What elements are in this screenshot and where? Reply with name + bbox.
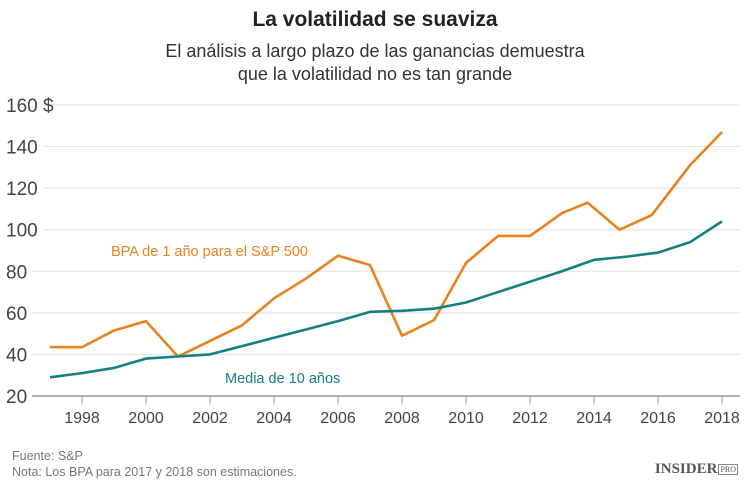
series-label-media: Media de 10 años [225, 371, 340, 387]
series-label-bpa: BPA de 1 año para el S&P 500 [111, 244, 308, 260]
x-tick-label: 2004 [256, 410, 292, 427]
y-tick-label: 20 [6, 387, 27, 408]
x-tick-label: 2008 [384, 410, 420, 427]
insider-pro-logo: INSIDER PRO [655, 461, 738, 478]
y-tick-label: 120 [6, 179, 38, 200]
x-tick-label: 2014 [576, 410, 612, 427]
y-tick-label: 40 [6, 345, 27, 366]
y-tick-label: 80 [6, 262, 27, 283]
x-tick-label: 2006 [320, 410, 356, 427]
source-note: Fuente: S&P [12, 449, 83, 463]
x-tick-label: 2000 [128, 410, 164, 427]
footnote: Nota: Los BPA para 2017 y 2018 son estim… [12, 465, 297, 479]
series-line-0 [50, 131, 723, 358]
series-line-1 [49, 220, 723, 379]
x-tick-label: 2010 [448, 410, 484, 427]
chart-title: La volatilidad se suaviza [252, 8, 498, 31]
x-tick-label: 2018 [704, 410, 740, 427]
x-tick-label: 1998 [64, 410, 100, 427]
logo-badge: PRO [718, 464, 738, 476]
y-tick-label: 160 $ [6, 96, 54, 117]
x-tick-label: 2002 [192, 410, 228, 427]
y-tick-label: 100 [6, 221, 38, 242]
y-tick-label: 60 [6, 304, 27, 325]
y-tick-label: 140 [6, 138, 38, 159]
subtitle-line-1: El análisis a largo plazo de las gananci… [165, 41, 585, 61]
subtitle-line-2: que la volatilidad no es tan grande [237, 64, 513, 84]
x-tick-label: 2016 [640, 410, 676, 427]
x-tick-label: 2012 [512, 410, 548, 427]
chart-subtitle: El análisis a largo plazo de las gananci… [0, 40, 750, 86]
logo-text: INSIDER [654, 461, 718, 477]
